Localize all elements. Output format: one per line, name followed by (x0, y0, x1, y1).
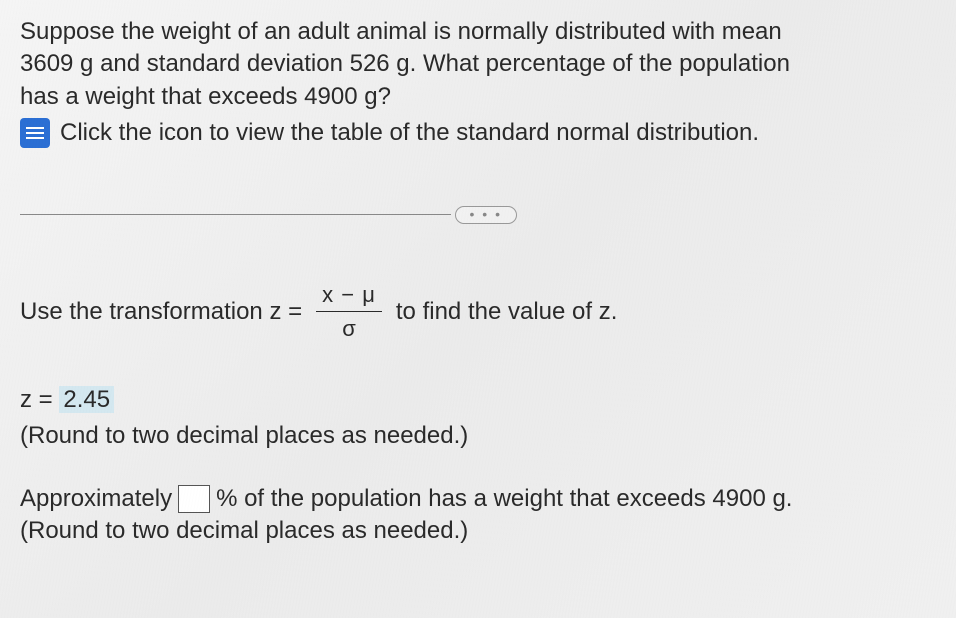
percentage-input[interactable] (178, 485, 210, 513)
z-label: z = (20, 386, 53, 413)
answer-suffix: % of the population has a weight that ex… (216, 483, 792, 515)
z-formula-fraction: x − μ σ (316, 280, 382, 344)
transform-prefix: Use the transformation z = (20, 296, 302, 328)
percentage-answer-line: Approximately % of the population has a … (20, 483, 936, 515)
problem-statement: Suppose the weight of an adult animal is… (20, 16, 936, 150)
problem-line-2: 3609 g and standard deviation 526 g. Wha… (20, 48, 936, 80)
answer-prefix: Approximately (20, 483, 172, 515)
table-icon-row: Click the icon to view the table of the … (20, 117, 936, 149)
z-value-answer: 2.45 (59, 386, 114, 413)
z-result-line: z = 2.45 (20, 384, 936, 416)
problem-line-3: has a weight that exceeds 4900 g? (20, 81, 936, 113)
divider-line (20, 214, 451, 215)
transform-suffix: to find the value of z. (396, 296, 617, 328)
z-round-note: (Round to two decimal places as needed.) (20, 420, 936, 452)
fraction-numerator: x − μ (316, 280, 382, 312)
icon-instruction-text: Click the icon to view the table of the … (60, 117, 759, 149)
answer-round-note: (Round to two decimal places as needed.) (20, 515, 936, 547)
problem-line-1: Suppose the weight of an adult animal is… (20, 16, 936, 48)
transformation-instruction: Use the transformation z = x − μ σ to fi… (20, 280, 936, 344)
section-divider: • • • (20, 206, 936, 224)
table-icon[interactable] (20, 118, 50, 148)
fraction-denominator: σ (316, 311, 382, 344)
divider-expand-button[interactable]: • • • (455, 206, 517, 224)
